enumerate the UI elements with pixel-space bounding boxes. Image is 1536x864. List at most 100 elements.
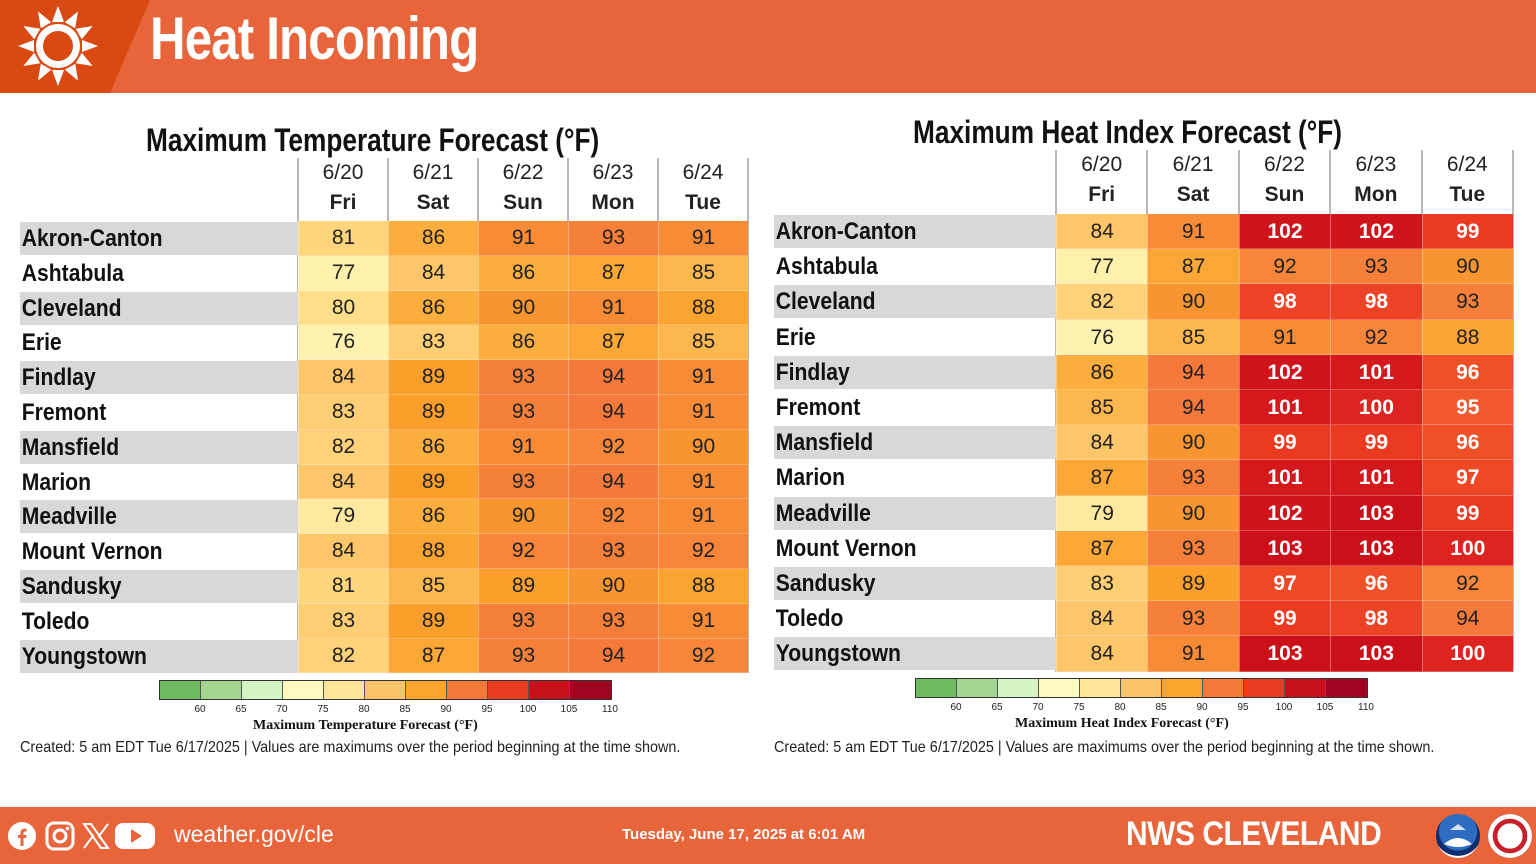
city-name: Findlay: [21, 364, 96, 392]
forecast-cell: 86: [388, 290, 478, 326]
day-date: 6/22: [502, 161, 544, 184]
forecast-cell: 84: [298, 464, 388, 500]
forecast-cell: 89: [388, 360, 478, 395]
legend-swatch: [1080, 679, 1121, 697]
website-link[interactable]: weather.gov/cle: [174, 821, 334, 847]
forecast-cell: 96: [1421, 425, 1513, 461]
forecast-cell: 87: [1056, 460, 1148, 496]
day-name: Fri: [1088, 183, 1116, 206]
table-row: Mount Vernon 84 88 92 93 92: [20, 534, 748, 569]
legend-swatch: [365, 681, 406, 699]
forecast-cell: 96: [1421, 354, 1513, 390]
city-name: Mount Vernon: [21, 538, 163, 566]
forecast-cell: 102: [1238, 214, 1331, 250]
x-icon[interactable]: [80, 821, 112, 851]
day-header: 6/21 Sat: [1147, 150, 1238, 210]
legend-swatch: [447, 681, 488, 699]
forecast-cell: 101: [1238, 460, 1331, 496]
forecast-cell: 85: [1056, 390, 1148, 426]
forecast-cell: 86: [1056, 354, 1148, 390]
forecast-cell: 101: [1330, 354, 1422, 390]
legend-tick-label: 90: [440, 704, 452, 715]
table-row: Erie 76 83 86 87 85: [20, 325, 748, 361]
forecast-cell: 87: [388, 638, 478, 674]
city-name: Meadville: [21, 503, 117, 531]
day-header: 6/23 Mon: [568, 158, 658, 218]
forecast-cell: 99: [1330, 425, 1422, 461]
city-name: Sandusky: [21, 573, 122, 600]
forecast-cell: 84: [298, 534, 388, 569]
day-header: 6/24 Tue: [1422, 150, 1513, 210]
forecast-cell: 92: [1421, 566, 1513, 602]
instagram-icon[interactable]: [44, 821, 76, 851]
legend-tick-label: 85: [1155, 702, 1167, 713]
city-name: Marion: [775, 464, 845, 492]
city-name: Mount Vernon: [775, 534, 917, 562]
forecast-cell: 91: [568, 290, 658, 326]
day-name: Tue: [685, 191, 721, 214]
forecast-cell: 91: [478, 429, 568, 465]
forecast-cell: 94: [568, 464, 658, 500]
legend-swatch: [1326, 679, 1367, 697]
day-date: 6/21: [1172, 153, 1214, 176]
city-name: Youngstown: [775, 640, 901, 668]
forecast-cell: 93: [1330, 249, 1422, 285]
created-note: Created: 5 am EDT Tue 6/17/2025 | Values…: [20, 739, 681, 756]
forecast-cell: 97: [1421, 460, 1513, 496]
city-name: Mansfield: [21, 433, 120, 461]
row-shade: [20, 570, 298, 603]
forecast-cell: 94: [568, 395, 658, 430]
forecast-cell: 99: [1238, 601, 1331, 637]
youtube-icon[interactable]: [114, 821, 156, 851]
city-name: Mansfield: [775, 429, 874, 457]
legend-swatch: [201, 681, 242, 699]
forecast-cell: 93: [478, 360, 568, 395]
sun-badge: [0, 0, 150, 93]
forecast-cell: 85: [388, 569, 478, 604]
forecast-cell: 98: [1330, 601, 1422, 637]
forecast-cell: 81: [298, 569, 388, 604]
legend-color-scale: [915, 678, 1368, 698]
forecast-cell: 86: [478, 255, 568, 291]
day-name: Sat: [1176, 183, 1210, 206]
forecast-cell: 98: [1330, 284, 1422, 320]
forecast-cell: 79: [1056, 495, 1148, 531]
legend-swatch: [283, 681, 324, 699]
row-shade: [20, 430, 298, 464]
forecast-cell: 95: [1421, 390, 1513, 426]
legend-color-scale: [159, 680, 612, 700]
forecast-cell: 86: [388, 429, 478, 465]
table-row: Mount Vernon 87 93 103 103 100: [774, 530, 1513, 566]
legend-swatch: [916, 679, 957, 697]
forecast-cell: 87: [1056, 530, 1148, 566]
row-shade: [774, 426, 1056, 460]
facebook-icon[interactable]: [6, 821, 38, 851]
forecast-cell: 88: [1421, 319, 1513, 355]
table-row: Sandusky 81 85 89 90 88: [20, 569, 748, 604]
forecast-cell: 83: [298, 603, 388, 639]
forecast-cell: 88: [658, 569, 748, 604]
created-note: Created: 5 am EDT Tue 6/17/2025 | Values…: [774, 739, 1435, 756]
forecast-cell: 93: [1147, 460, 1239, 496]
legend-tick-label: 95: [1237, 702, 1249, 713]
forecast-cell: 102: [1330, 214, 1422, 250]
forecast-cell: 91: [1147, 214, 1239, 250]
forecast-cell: 94: [568, 638, 658, 674]
legend-tick-label: 100: [1275, 702, 1293, 713]
city-name: Cleveland: [775, 288, 876, 316]
legend-swatch: [529, 681, 570, 699]
forecast-cell: 89: [478, 569, 568, 604]
city-name: Fremont: [775, 394, 861, 421]
issued-timestamp: Tuesday, June 17, 2025 at 6:01 AM: [622, 826, 866, 843]
legend-tick-label: 75: [1073, 702, 1085, 713]
row-shade: [20, 222, 298, 255]
legend-swatch: [160, 681, 201, 699]
day-header: 6/23 Mon: [1330, 150, 1421, 210]
row-shade: [774, 285, 1056, 319]
table-row: Fremont 83 89 93 94 91: [20, 395, 748, 430]
day-date: 6/21: [412, 161, 454, 184]
table-row: Mansfield 84 90 99 99 96: [774, 425, 1513, 461]
forecast-cell: 92: [568, 429, 658, 465]
forecast-cell: 94: [568, 360, 658, 395]
forecast-cell: 102: [1238, 495, 1331, 531]
